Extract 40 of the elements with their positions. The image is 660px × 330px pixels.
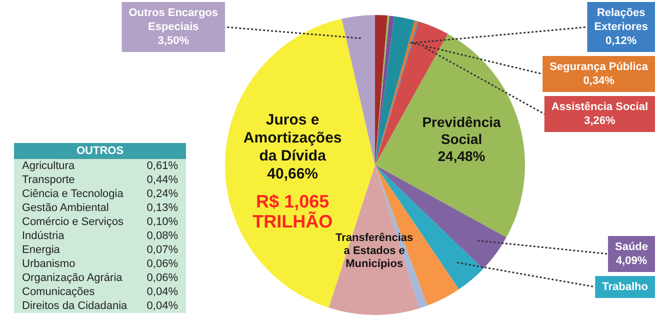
slice-label: Saúde	[614, 240, 648, 253]
data-label: 3,26%	[584, 115, 616, 128]
text: R$ 1,065 TRILHÃO	[252, 191, 333, 232]
text: 0,04%	[146, 300, 178, 312]
slice-label: Assistência Social	[551, 101, 648, 114]
text: 0,10%	[146, 216, 178, 228]
slice-label: Relações Exteriores	[594, 7, 648, 34]
text: 0,61%	[146, 160, 178, 172]
slice-label: Previdência Social	[422, 114, 502, 147]
data-label: 4,09%	[616, 254, 648, 267]
data-label: 24,48%	[438, 148, 486, 164]
category-label: Organização Agrária	[22, 271, 122, 285]
text: 0,24%	[146, 188, 178, 200]
category-label: Comércio e Serviços	[22, 215, 124, 229]
text: 0,08%	[146, 230, 178, 242]
category-label: Energia	[22, 243, 60, 257]
category-label: Ciência e Tecnologia	[22, 187, 124, 201]
category-label: Indústria	[22, 229, 64, 243]
category-label: Gestão Ambiental	[22, 201, 109, 215]
category-label: Comunicações	[22, 285, 95, 299]
slice-label: Segurança Pública	[550, 61, 649, 74]
slice-label: Trabalho	[602, 280, 648, 293]
text: 0,04%	[146, 286, 178, 298]
slice-label: Transferências a Estados e Municípios	[336, 232, 414, 270]
category-label: Transporte	[22, 173, 75, 187]
text: 0,06%	[146, 272, 178, 284]
data-label: 0,34%	[583, 75, 615, 88]
data-label: 0,12%	[605, 35, 637, 48]
category-label: Direitos da Cidadania	[22, 299, 128, 313]
text: 0,07%	[146, 244, 178, 256]
slice-label: Juros e Amortizações da Dívida	[243, 111, 342, 164]
text: 0,13%	[146, 202, 178, 214]
data-label: 3,50%	[158, 35, 190, 48]
text: 0,06%	[146, 258, 178, 270]
data-label: 40,66%	[267, 165, 318, 182]
slice-label: Outros Encargos Especiais	[128, 7, 218, 34]
text: OUTROS	[14, 143, 186, 159]
category-label: Agricultura	[22, 159, 75, 173]
category-label: Urbanismo	[22, 257, 76, 271]
text: 0,44%	[146, 174, 178, 186]
